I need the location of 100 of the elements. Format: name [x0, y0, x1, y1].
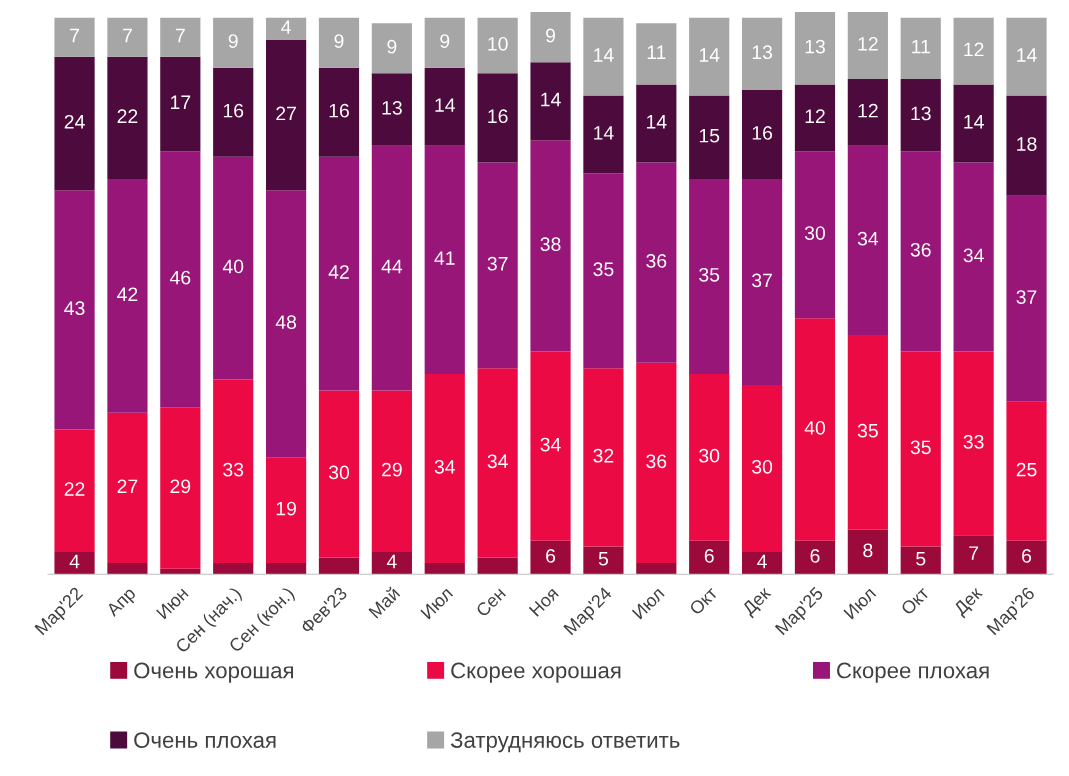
data-label: 4 [386, 554, 397, 569]
data-label: 35 [910, 440, 931, 455]
bar [900, 351, 941, 547]
bar [583, 173, 624, 369]
bar [1006, 17, 1047, 96]
legend-label: Очень хорошая [134, 662, 294, 683]
data-label: 48 [275, 315, 297, 330]
data-label: 12 [805, 109, 825, 123]
bar [689, 95, 730, 180]
data-label: 36 [646, 454, 667, 469]
data-label: 4 [757, 554, 767, 569]
data-label: 36 [910, 242, 931, 257]
bar [266, 17, 307, 40]
data-label: 14 [541, 92, 561, 107]
bar [266, 563, 307, 575]
data-label: 19 [276, 501, 296, 516]
data-label: 6 [1022, 548, 1032, 563]
bar [318, 156, 360, 391]
data-label: 37 [487, 256, 508, 271]
data-label: 16 [752, 126, 773, 140]
bar [160, 17, 201, 57]
data-label: 12 [964, 42, 984, 57]
data-label: 38 [540, 237, 561, 252]
bar [847, 12, 888, 79]
data-label: 9 [387, 39, 397, 54]
bar [794, 84, 836, 152]
bar [953, 351, 994, 536]
data-label: 5 [916, 551, 926, 566]
bar [54, 551, 95, 575]
bar [107, 17, 148, 57]
data-label: 29 [382, 462, 402, 477]
data-label: 30 [804, 226, 826, 240]
bar [371, 73, 412, 146]
bar [689, 373, 730, 541]
data-label: 13 [382, 100, 402, 115]
bar [636, 362, 677, 564]
data-label: 14 [594, 48, 614, 62]
bar [371, 390, 412, 552]
data-label: 35 [593, 262, 614, 277]
data-label: 7 [175, 28, 185, 43]
bar [583, 95, 624, 174]
bar [318, 390, 360, 558]
bar [689, 540, 730, 575]
bar [847, 78, 888, 146]
data-label: 37 [1016, 290, 1037, 304]
data-label: 25 [1016, 462, 1037, 477]
x-tick-label: Ноя [528, 586, 560, 617]
bar [477, 368, 518, 558]
bar [847, 334, 888, 530]
bar [741, 90, 783, 180]
bar [689, 17, 730, 96]
bar [530, 12, 571, 63]
data-label: 40 [804, 420, 826, 435]
bar [636, 162, 677, 363]
data-label: 10 [488, 36, 508, 51]
bar [318, 67, 360, 157]
data-label: 6 [704, 548, 714, 563]
data-label: 24 [64, 114, 85, 129]
data-label: 36 [646, 254, 667, 268]
data-label: 7 [969, 546, 979, 560]
legend-label: Затрудняюсь ответить [450, 732, 680, 753]
data-label: 14 [1017, 48, 1037, 62]
bar [1006, 401, 1047, 541]
bar [953, 162, 994, 352]
bar [477, 73, 518, 163]
x-tick-label: Сен [475, 586, 507, 618]
x-tick-label: Апр [105, 586, 139, 620]
data-label: 12 [858, 103, 878, 118]
bar [794, 540, 836, 575]
bar [54, 56, 95, 191]
data-label: 6 [810, 548, 820, 563]
bar [213, 379, 254, 564]
data-label: 34 [963, 248, 984, 263]
bar [847, 145, 888, 335]
legend-label: Скорее хорошая [451, 662, 621, 683]
bar [794, 151, 836, 319]
bar [741, 179, 783, 386]
bar [900, 151, 941, 352]
bar [953, 84, 994, 163]
x-tick-label: Июн [156, 586, 189, 620]
bar [266, 457, 307, 564]
data-label: 44 [381, 259, 403, 274]
bar [54, 429, 95, 552]
bar [424, 67, 465, 146]
data-label: 32 [593, 448, 614, 463]
data-label: 11 [647, 45, 666, 59]
data-label: 9 [334, 34, 344, 48]
bar [741, 385, 783, 552]
data-label: 4 [281, 20, 291, 34]
bar [424, 17, 465, 68]
bar [530, 140, 571, 352]
bar [424, 373, 465, 564]
bar [477, 162, 518, 369]
data-label: 34 [857, 231, 879, 246]
data-label: 22 [117, 109, 138, 123]
data-label: 16 [223, 103, 244, 118]
bar [794, 318, 836, 541]
bar [54, 17, 95, 57]
bar [266, 190, 307, 458]
data-label: 29 [170, 479, 191, 494]
